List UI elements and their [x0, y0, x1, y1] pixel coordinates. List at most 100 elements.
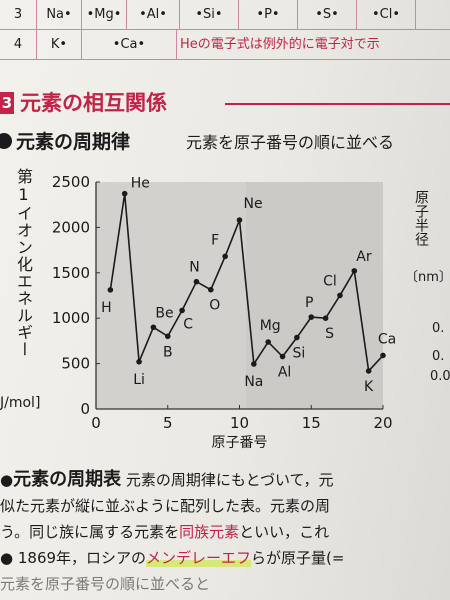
- electron-dot-cell: •Cl•: [357, 0, 416, 29]
- x-tick-label: 0: [91, 414, 101, 432]
- data-point: [322, 315, 329, 321]
- paragraph-periodic-table: ●元素の周期表 元素の周期律にもとづいて，元: [0, 468, 450, 492]
- point-label-ca: Ca: [378, 331, 396, 347]
- electron-dot-cell: •Mg•: [82, 0, 127, 29]
- data-point: [150, 324, 157, 331]
- y-tick-label: 1500: [52, 264, 90, 282]
- atomic-radius-tick: 0.: [432, 321, 445, 336]
- x-tick-label: 20: [373, 414, 392, 432]
- paragraph-line: 元素を原子番号の順に並べると: [0, 575, 211, 593]
- electron-dot-cell: Na•: [37, 0, 82, 29]
- data-point: [308, 314, 315, 320]
- electron-dot-cell: •P•: [239, 0, 298, 29]
- highlighted-term: メンデレーエフ: [146, 549, 252, 567]
- point-label-p: P: [305, 295, 313, 311]
- ionization-energy-line: [109, 193, 384, 373]
- point-label-k: K: [364, 379, 374, 395]
- data-point: [179, 307, 185, 314]
- point-label-si: Si: [293, 346, 306, 362]
- data-point: [365, 368, 372, 374]
- y-axis-label: 第1イオン化エネルギー: [14, 168, 33, 358]
- text-span: といい，これ: [239, 523, 330, 541]
- point-label-ne: Ne: [244, 196, 263, 212]
- chart-canvas: 0 500 1000 1500 2000 2500 0 5 10 15 20 原子番号 H He Li Be B…: [52, 173, 396, 451]
- data-point: [351, 268, 358, 274]
- period-number: 3: [0, 0, 37, 29]
- atomic-radius-tick: 0.: [432, 349, 445, 364]
- point-label-be: Be: [155, 305, 173, 321]
- ionization-energy-chart: 0 500 1000 1500 2000 2500 0 5 10 15 20 原子番号 H He Li Be B…: [0, 165, 450, 455]
- point-label-li: Li: [133, 372, 145, 388]
- point-label-o: O: [209, 298, 220, 314]
- data-point: [136, 358, 142, 365]
- y-axis-unit: J/mol]: [0, 395, 41, 411]
- paragraph-line: う。同じ族に属する元素を同族元素といい，これ: [0, 520, 450, 544]
- electron-dot-cell: •Si•: [180, 0, 239, 29]
- period-number: 4: [0, 30, 37, 59]
- point-label-mg: Mg: [260, 318, 281, 334]
- x-axis-label: 原子番号: [212, 435, 268, 451]
- table-note: Heの電子式は例外的に電子対で示: [180, 37, 380, 52]
- point-label-n: N: [189, 260, 199, 276]
- paragraph-text: 元素の周期律にもとづいて，元: [125, 471, 334, 489]
- data-point: [279, 353, 286, 360]
- text-span: う。同じ族に属する元素を: [0, 523, 180, 541]
- highlighted-term: 同族元素: [179, 523, 240, 541]
- data-point: [265, 339, 272, 345]
- table-row: 4 K• •Ca• Heの電子式は例外的に電子対で示: [0, 30, 450, 60]
- point-label-s: S: [325, 326, 334, 342]
- text-span: ● 1869年，ロシアの: [0, 549, 147, 567]
- atomic-radius-unit: 〔nm〕: [405, 270, 450, 285]
- electron-dot-cell: •Ca•: [82, 30, 177, 59]
- electron-dot-table: 3 Na• •Mg• •Al• •Si• •P• •S• •Cl• 4 K• •…: [0, 0, 450, 62]
- data-point: [208, 286, 214, 293]
- paragraph-line: 似た元素が縦に並ぶように配列した表。元素の周: [0, 497, 331, 515]
- section-heading: 3 元素の相互関係: [0, 90, 450, 116]
- point-label-c: C: [183, 316, 193, 332]
- data-point: [107, 287, 114, 293]
- data-point: [222, 253, 228, 260]
- atomic-radius-tick: 0.0: [430, 369, 450, 384]
- data-point: [380, 352, 386, 359]
- electron-dot-cell: •S•: [298, 0, 357, 29]
- paragraph-line: ● 1869年，ロシアのメンデレーエフらが原子量(=: [0, 546, 450, 570]
- point-label-h: H: [101, 300, 112, 316]
- subsection-title: 元素の周期律: [16, 131, 131, 153]
- point-label-al: Al: [278, 365, 291, 381]
- y-tick-label: 500: [61, 355, 90, 373]
- point-label-na: Na: [244, 374, 263, 390]
- table-row: 3 Na• •Mg• •Al• •Si• •P• •S• •Cl•: [0, 0, 450, 30]
- subsection-description: 元素を原子番号の順に並べる: [186, 133, 395, 152]
- subsection-heading: 元素の周期律 元素を原子番号の順に並べる: [0, 128, 450, 156]
- section-number: 3: [0, 92, 14, 114]
- data-point: [164, 333, 171, 340]
- data-point: [251, 361, 257, 367]
- plot-shade: [246, 182, 383, 409]
- paragraph-title: 元素の周期表: [13, 469, 122, 490]
- electron-dot-cell: •Al•: [127, 0, 180, 29]
- data-point: [193, 278, 200, 285]
- y-tick-label: 1000: [52, 309, 90, 327]
- data-point: [337, 292, 343, 299]
- x-tick-label: 10: [230, 414, 249, 432]
- x-tick-label: 15: [302, 414, 321, 432]
- electron-dot-cell: K•: [37, 30, 82, 59]
- point-label-f: F: [211, 232, 219, 248]
- y-tick-label: 2500: [52, 173, 90, 191]
- y-tick-label: 0: [80, 400, 90, 418]
- x-tick-label: 5: [163, 414, 173, 432]
- data-point: [121, 190, 128, 197]
- section-title: 元素の相互関係: [20, 91, 167, 115]
- bullet-icon: [0, 133, 12, 149]
- point-label-b: B: [163, 344, 173, 360]
- y-tick-label: 2000: [52, 218, 90, 236]
- section-rule: [225, 103, 450, 105]
- text-span: らが原子量(=: [251, 549, 345, 567]
- point-label-ar: Ar: [356, 249, 372, 265]
- point-label-cl: Cl: [323, 273, 337, 289]
- atomic-radius-label: 原子半径: [413, 190, 429, 246]
- data-point: [294, 334, 300, 341]
- data-point: [236, 217, 243, 223]
- point-label-he: He: [131, 176, 150, 192]
